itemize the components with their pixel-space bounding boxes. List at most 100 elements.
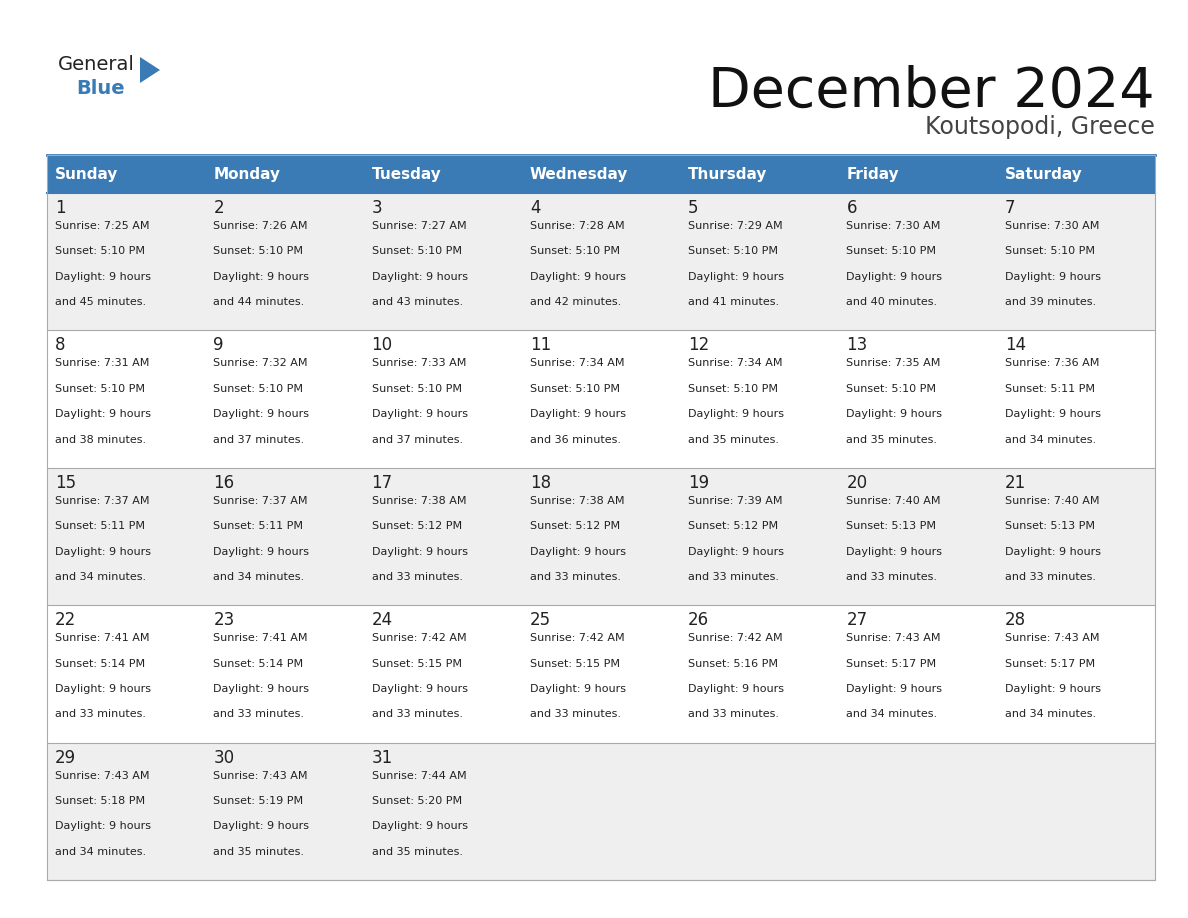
Text: Daylight: 9 hours: Daylight: 9 hours	[1005, 546, 1101, 556]
Text: 6: 6	[846, 199, 857, 217]
Text: and 33 minutes.: and 33 minutes.	[372, 710, 462, 720]
Text: 28: 28	[1005, 611, 1026, 629]
Text: Sunset: 5:17 PM: Sunset: 5:17 PM	[846, 658, 936, 668]
Text: 11: 11	[530, 336, 551, 354]
Text: Sunset: 5:10 PM: Sunset: 5:10 PM	[55, 384, 145, 394]
Text: 29: 29	[55, 748, 76, 767]
Text: and 33 minutes.: and 33 minutes.	[688, 710, 779, 720]
Text: Sunset: 5:15 PM: Sunset: 5:15 PM	[372, 658, 462, 668]
Text: Sunrise: 7:32 AM: Sunrise: 7:32 AM	[214, 358, 308, 368]
Text: Daylight: 9 hours: Daylight: 9 hours	[214, 546, 309, 556]
Text: Sunrise: 7:40 AM: Sunrise: 7:40 AM	[846, 496, 941, 506]
Text: and 33 minutes.: and 33 minutes.	[372, 572, 462, 582]
Text: Sunrise: 7:29 AM: Sunrise: 7:29 AM	[688, 221, 783, 231]
Text: Friday: Friday	[846, 167, 899, 183]
Text: 22: 22	[55, 611, 76, 629]
Bar	[48, 605, 1155, 743]
Text: and 34 minutes.: and 34 minutes.	[846, 710, 937, 720]
Text: Daylight: 9 hours: Daylight: 9 hours	[530, 684, 626, 694]
Text: 7: 7	[1005, 199, 1016, 217]
Text: Sunrise: 7:41 AM: Sunrise: 7:41 AM	[55, 633, 150, 644]
Text: 27: 27	[846, 611, 867, 629]
Text: and 38 minutes.: and 38 minutes.	[55, 434, 146, 444]
Bar	[48, 155, 206, 193]
Text: 24: 24	[372, 611, 393, 629]
Text: Sunset: 5:15 PM: Sunset: 5:15 PM	[530, 658, 620, 668]
Text: Sunset: 5:11 PM: Sunset: 5:11 PM	[214, 521, 303, 532]
Bar	[48, 193, 1155, 330]
Text: Sunset: 5:10 PM: Sunset: 5:10 PM	[214, 246, 303, 256]
Text: and 40 minutes.: and 40 minutes.	[846, 297, 937, 308]
Text: 25: 25	[530, 611, 551, 629]
Text: Daylight: 9 hours: Daylight: 9 hours	[688, 272, 784, 282]
Text: Daylight: 9 hours: Daylight: 9 hours	[372, 272, 468, 282]
Text: Saturday: Saturday	[1005, 167, 1082, 183]
Text: Daylight: 9 hours: Daylight: 9 hours	[214, 272, 309, 282]
Text: Sunrise: 7:38 AM: Sunrise: 7:38 AM	[372, 496, 466, 506]
Text: 18: 18	[530, 474, 551, 492]
Text: Sunrise: 7:43 AM: Sunrise: 7:43 AM	[846, 633, 941, 644]
Text: Daylight: 9 hours: Daylight: 9 hours	[530, 546, 626, 556]
Text: Sunrise: 7:43 AM: Sunrise: 7:43 AM	[1005, 633, 1099, 644]
Bar	[522, 155, 681, 193]
Text: and 39 minutes.: and 39 minutes.	[1005, 297, 1095, 308]
Text: Sunrise: 7:42 AM: Sunrise: 7:42 AM	[530, 633, 625, 644]
Text: Sunrise: 7:40 AM: Sunrise: 7:40 AM	[1005, 496, 1099, 506]
Text: Sunrise: 7:41 AM: Sunrise: 7:41 AM	[214, 633, 308, 644]
Text: and 34 minutes.: and 34 minutes.	[1005, 710, 1095, 720]
Polygon shape	[140, 57, 160, 83]
Text: Sunset: 5:10 PM: Sunset: 5:10 PM	[846, 384, 936, 394]
Text: Sunrise: 7:25 AM: Sunrise: 7:25 AM	[55, 221, 150, 231]
Text: 10: 10	[372, 336, 393, 354]
Text: Sunset: 5:11 PM: Sunset: 5:11 PM	[1005, 384, 1094, 394]
Text: and 33 minutes.: and 33 minutes.	[530, 710, 621, 720]
Text: Daylight: 9 hours: Daylight: 9 hours	[214, 409, 309, 420]
Text: 13: 13	[846, 336, 867, 354]
Text: and 35 minutes.: and 35 minutes.	[214, 847, 304, 856]
Text: Sunset: 5:10 PM: Sunset: 5:10 PM	[55, 246, 145, 256]
Text: and 37 minutes.: and 37 minutes.	[214, 434, 304, 444]
Text: Daylight: 9 hours: Daylight: 9 hours	[372, 684, 468, 694]
Text: 23: 23	[214, 611, 234, 629]
Text: and 45 minutes.: and 45 minutes.	[55, 297, 146, 308]
Text: Daylight: 9 hours: Daylight: 9 hours	[530, 409, 626, 420]
Text: Sunrise: 7:36 AM: Sunrise: 7:36 AM	[1005, 358, 1099, 368]
Bar	[206, 155, 364, 193]
Text: Daylight: 9 hours: Daylight: 9 hours	[1005, 684, 1101, 694]
Text: Sunrise: 7:44 AM: Sunrise: 7:44 AM	[372, 770, 466, 780]
Text: Daylight: 9 hours: Daylight: 9 hours	[846, 684, 942, 694]
Text: Daylight: 9 hours: Daylight: 9 hours	[55, 272, 151, 282]
Text: 15: 15	[55, 474, 76, 492]
Text: Tuesday: Tuesday	[372, 167, 441, 183]
Text: Sunrise: 7:39 AM: Sunrise: 7:39 AM	[688, 496, 783, 506]
Text: Sunset: 5:12 PM: Sunset: 5:12 PM	[372, 521, 462, 532]
Text: Sunrise: 7:34 AM: Sunrise: 7:34 AM	[688, 358, 783, 368]
Text: Sunrise: 7:30 AM: Sunrise: 7:30 AM	[1005, 221, 1099, 231]
Text: Sunrise: 7:38 AM: Sunrise: 7:38 AM	[530, 496, 625, 506]
Text: 2: 2	[214, 199, 223, 217]
Bar	[839, 155, 997, 193]
Text: Sunrise: 7:31 AM: Sunrise: 7:31 AM	[55, 358, 150, 368]
Text: 9: 9	[214, 336, 223, 354]
Text: Sunrise: 7:42 AM: Sunrise: 7:42 AM	[372, 633, 466, 644]
Text: Daylight: 9 hours: Daylight: 9 hours	[55, 822, 151, 832]
Text: 3: 3	[372, 199, 383, 217]
Text: Sunset: 5:14 PM: Sunset: 5:14 PM	[214, 658, 303, 668]
Text: 17: 17	[372, 474, 393, 492]
Text: Sunrise: 7:30 AM: Sunrise: 7:30 AM	[846, 221, 941, 231]
Text: Sunrise: 7:42 AM: Sunrise: 7:42 AM	[688, 633, 783, 644]
Text: and 33 minutes.: and 33 minutes.	[688, 572, 779, 582]
Text: Daylight: 9 hours: Daylight: 9 hours	[372, 546, 468, 556]
Text: Blue: Blue	[76, 79, 125, 98]
Text: and 35 minutes.: and 35 minutes.	[688, 434, 779, 444]
Text: Sunset: 5:10 PM: Sunset: 5:10 PM	[372, 246, 462, 256]
Text: Daylight: 9 hours: Daylight: 9 hours	[846, 409, 942, 420]
Text: and 35 minutes.: and 35 minutes.	[846, 434, 937, 444]
Text: Sunset: 5:10 PM: Sunset: 5:10 PM	[530, 384, 620, 394]
Text: Sunrise: 7:26 AM: Sunrise: 7:26 AM	[214, 221, 308, 231]
Text: Daylight: 9 hours: Daylight: 9 hours	[214, 684, 309, 694]
Text: Sunrise: 7:43 AM: Sunrise: 7:43 AM	[55, 770, 150, 780]
Text: 26: 26	[688, 611, 709, 629]
Text: Sunset: 5:12 PM: Sunset: 5:12 PM	[530, 521, 620, 532]
Text: and 44 minutes.: and 44 minutes.	[214, 297, 304, 308]
